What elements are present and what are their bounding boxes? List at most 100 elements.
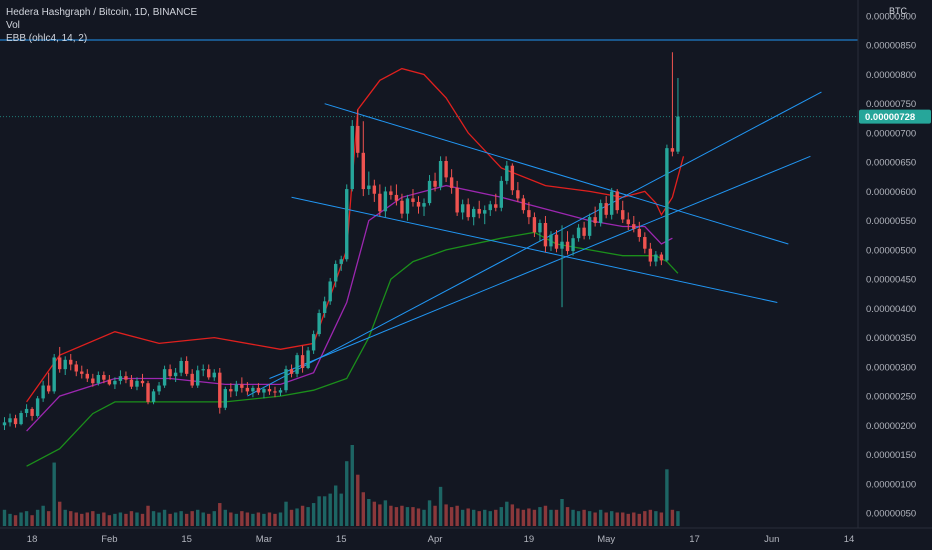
- candle-body: [494, 204, 498, 208]
- candle-body: [676, 116, 680, 152]
- volume-bar: [427, 500, 432, 526]
- symbol-title[interactable]: Hedera Hashgraph / Bitcoin, 1D, BINANCE: [6, 7, 198, 18]
- time-tick-label: 15: [181, 534, 192, 545]
- candle-body: [532, 217, 537, 233]
- candle-body: [322, 301, 327, 314]
- volume-bar: [245, 512, 250, 526]
- volume-bar: [334, 485, 338, 526]
- volume-bar: [433, 505, 437, 526]
- volume-bar: [460, 509, 465, 526]
- volume-bar: [378, 504, 382, 526]
- candle-body: [582, 227, 586, 236]
- volume-bar: [184, 513, 189, 526]
- candle-body: [2, 422, 7, 426]
- candle-body: [96, 375, 101, 384]
- lower-band-line: [26, 231, 679, 467]
- candle-body: [278, 390, 283, 393]
- candle-body: [477, 208, 481, 214]
- candle-body: [444, 161, 448, 178]
- volume-bar: [361, 492, 365, 526]
- candle-body: [521, 198, 526, 211]
- candle-body: [516, 190, 520, 199]
- volume-bar: [615, 512, 619, 526]
- candle-body: [85, 373, 89, 379]
- volume-bar: [582, 509, 586, 526]
- price-tick-label: 0.00000200: [866, 421, 916, 432]
- candle-body: [190, 373, 194, 386]
- price-axis[interactable]: 0.00000850 0.00000800 0.00000750 0.00000700…: [866, 12, 916, 520]
- candle-body: [129, 379, 134, 387]
- volume-bar: [610, 511, 614, 526]
- volume-bar: [394, 507, 399, 526]
- trendlines[interactable]: [247, 91, 822, 397]
- volume-bar: [91, 511, 95, 526]
- volume-bar: [466, 508, 470, 526]
- candle-body: [637, 228, 641, 238]
- candle-body: [240, 384, 244, 388]
- volume-bar: [350, 445, 354, 526]
- volume-bar: [179, 511, 183, 526]
- volume-bar: [240, 511, 244, 526]
- volume-bar: [151, 511, 156, 526]
- volume-bar: [356, 474, 360, 526]
- chart-legend: Hedera Hashgraph / Bitcoin, 1D, BINANCE …: [6, 6, 197, 45]
- price-tick-label: 0.00000450: [866, 275, 916, 286]
- candle-body: [273, 391, 277, 393]
- candle-body: [118, 376, 123, 381]
- volume-bar: [262, 513, 266, 526]
- volume-bar: [411, 507, 415, 526]
- volume-bar: [129, 511, 134, 526]
- candle-body: [30, 408, 34, 416]
- candle-body: [91, 378, 95, 384]
- volume-bar: [317, 496, 321, 526]
- volume-bar: [52, 462, 56, 526]
- candle-body: [538, 222, 542, 233]
- candle-body: [560, 241, 564, 249]
- candle-body: [284, 369, 288, 391]
- volume-bar: [587, 511, 592, 526]
- price-tick-label: 0.00000100: [866, 479, 916, 490]
- candle-body: [35, 398, 40, 416]
- volume-bar: [13, 515, 18, 526]
- candle-body: [427, 180, 432, 204]
- time-tick-label: 19: [524, 534, 535, 545]
- volume-bar: [135, 512, 139, 526]
- upper-band-line: [26, 67, 685, 403]
- volume-bar: [532, 509, 537, 526]
- candle-body: [162, 369, 167, 386]
- volume-bar: [229, 512, 233, 526]
- volume-bar: [494, 509, 498, 526]
- currency-label: BTC: [889, 6, 908, 16]
- candle-body: [378, 193, 382, 212]
- volume-bar: [516, 508, 520, 526]
- volume-bar: [41, 505, 45, 526]
- volume-bar: [24, 511, 29, 526]
- candle-body: [234, 384, 239, 392]
- candle-body: [289, 369, 294, 374]
- price-tick-label-top: 0.00000900: [866, 12, 916, 23]
- volume-bar: [168, 513, 172, 526]
- candle-body: [505, 165, 509, 181]
- volume-bar: [328, 493, 332, 526]
- volume-indicator-label[interactable]: Vol: [6, 20, 20, 31]
- time-axis[interactable]: 18 Feb 15 Mar 15 Apr 19 May 17 Jun 14: [27, 534, 855, 545]
- candle-body: [345, 189, 349, 260]
- time-tick-label: 14: [844, 534, 855, 545]
- volume-bar: [46, 511, 51, 526]
- candle-body: [626, 219, 630, 225]
- volume-bar: [659, 512, 664, 526]
- price-tick-label: 0.00000350: [866, 333, 916, 344]
- candle-body: [223, 389, 227, 408]
- volume-bar: [80, 513, 84, 526]
- ebb-indicator-label[interactable]: EBB (ohlc4, 14, 2): [6, 33, 88, 44]
- candle-body: [146, 383, 150, 402]
- volume-bar: [449, 507, 454, 526]
- volume-bar: [218, 503, 222, 526]
- volume-bar: [157, 512, 161, 526]
- candle-body: [615, 191, 619, 211]
- volume-bar: [444, 504, 448, 526]
- candle-body: [654, 254, 658, 262]
- volume-bar: [405, 507, 410, 526]
